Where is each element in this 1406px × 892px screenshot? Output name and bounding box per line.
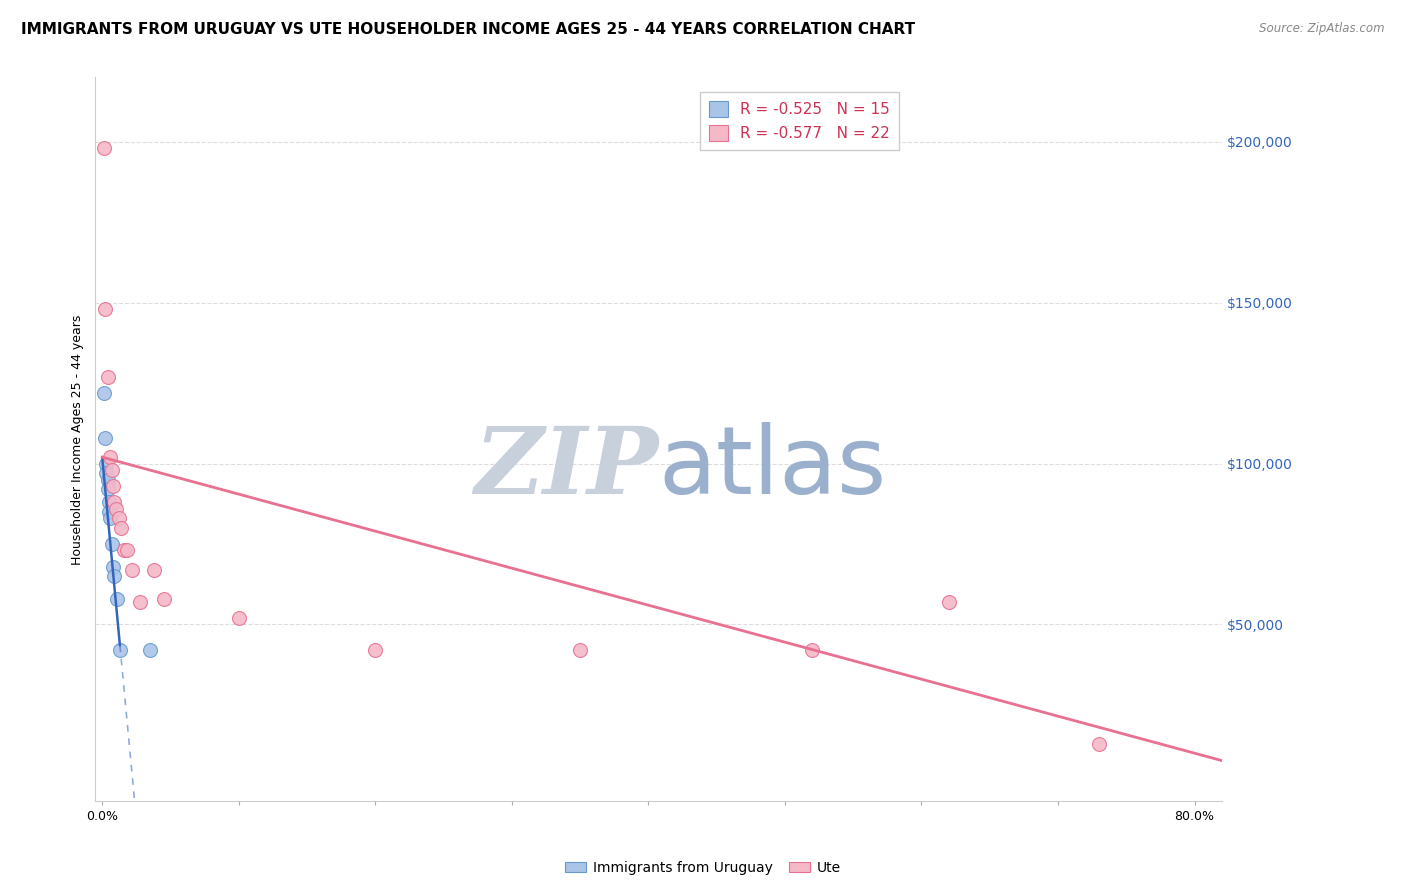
Point: [101, 559, 124, 574]
Point: [143, 563, 166, 577]
Point: [98, 505, 121, 519]
Point: [97, 369, 120, 384]
Point: [97, 473, 120, 487]
Point: [94, 302, 117, 317]
Text: Source: ZipAtlas.com: Source: ZipAtlas.com: [1260, 22, 1385, 36]
Point: [100, 463, 122, 477]
Legend: R = -0.525   N = 15, R = -0.577   N = 22: R = -0.525 N = 15, R = -0.577 N = 22: [700, 92, 898, 150]
Point: [121, 563, 143, 577]
Point: [103, 495, 125, 509]
Point: [100, 511, 122, 525]
Legend: Immigrants from Uruguay, Ute: Immigrants from Uruguay, Ute: [560, 855, 846, 880]
Point: [93, 141, 115, 155]
Point: [97, 483, 120, 497]
Point: [104, 501, 127, 516]
Point: [96, 467, 118, 481]
Y-axis label: Householder Income Ages 25 - 44 years: Householder Income Ages 25 - 44 years: [72, 314, 84, 565]
Point: [103, 569, 125, 583]
Point: [152, 591, 174, 606]
Point: [569, 643, 592, 657]
Point: [938, 595, 960, 609]
Point: [96, 457, 118, 471]
Point: [94, 431, 117, 445]
Point: [98, 495, 121, 509]
Point: [801, 643, 824, 657]
Point: [112, 543, 135, 558]
Point: [110, 521, 132, 535]
Point: [115, 543, 138, 558]
Text: atlas: atlas: [658, 423, 887, 515]
Point: [1088, 737, 1111, 751]
Point: [100, 537, 122, 551]
Text: ZIP: ZIP: [474, 424, 658, 514]
Point: [364, 643, 387, 657]
Point: [129, 595, 152, 609]
Point: [107, 511, 129, 525]
Point: [105, 591, 128, 606]
Text: IMMIGRANTS FROM URUGUAY VS UTE HOUSEHOLDER INCOME AGES 25 - 44 YEARS CORRELATION: IMMIGRANTS FROM URUGUAY VS UTE HOUSEHOLD…: [21, 22, 915, 37]
Point: [139, 643, 162, 657]
Point: [93, 385, 115, 400]
Point: [101, 479, 124, 493]
Point: [228, 611, 250, 625]
Point: [108, 643, 131, 657]
Point: [100, 450, 122, 464]
